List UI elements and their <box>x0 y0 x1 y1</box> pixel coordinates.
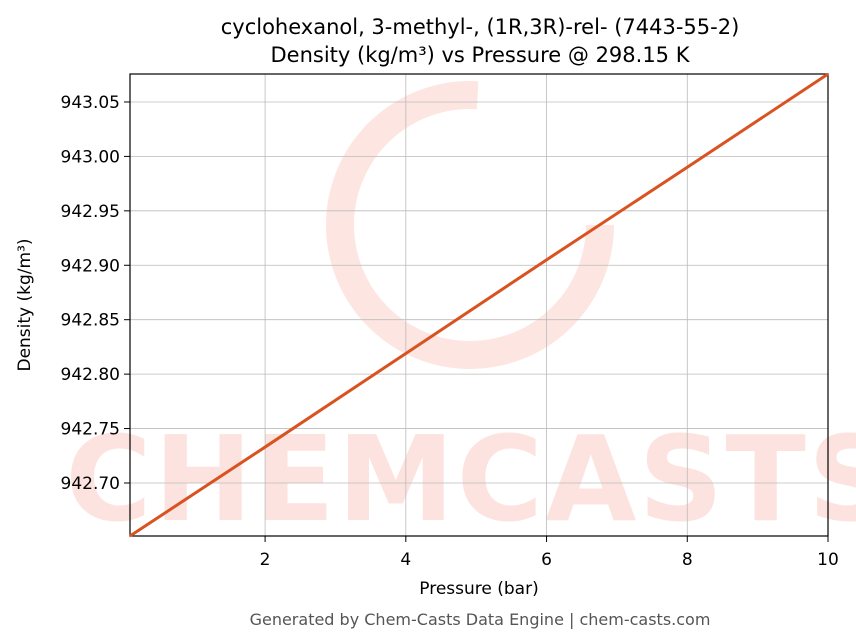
y-tick-label: 942.75 <box>61 420 120 440</box>
y-tick-label: 942.85 <box>61 311 120 331</box>
chart-title: cyclohexanol, 3-methyl-, (1R,3R)-rel- (7… <box>221 15 740 39</box>
watermark-logo <box>326 81 614 369</box>
x-axis-label: Pressure (bar) <box>419 579 538 599</box>
y-tick-label: 942.90 <box>61 256 120 276</box>
x-tick-label: 4 <box>400 550 411 570</box>
x-tick-label: 2 <box>260 550 271 570</box>
y-tick-label: 943.00 <box>61 147 120 167</box>
plot-frame <box>129 73 829 537</box>
y-tick-label: 942.80 <box>61 365 120 385</box>
y-tick-label: 942.70 <box>61 474 120 494</box>
x-tick-label: 8 <box>682 550 693 570</box>
chart-subtitle: Density (kg/m³) vs Pressure @ 298.15 K <box>270 43 690 67</box>
footer: Generated by Chem-Casts Data Engine | ch… <box>250 610 711 629</box>
y-tick-label: 942.95 <box>61 202 120 222</box>
x-tick-label: 10 <box>817 550 839 570</box>
watermark: CHEMCASTS <box>65 410 856 548</box>
y-axis-label: Density (kg/m³) <box>15 238 35 371</box>
y-tick-label: 943.05 <box>61 93 120 113</box>
x-tick-label: 6 <box>541 550 552 570</box>
data-line <box>129 72 829 538</box>
